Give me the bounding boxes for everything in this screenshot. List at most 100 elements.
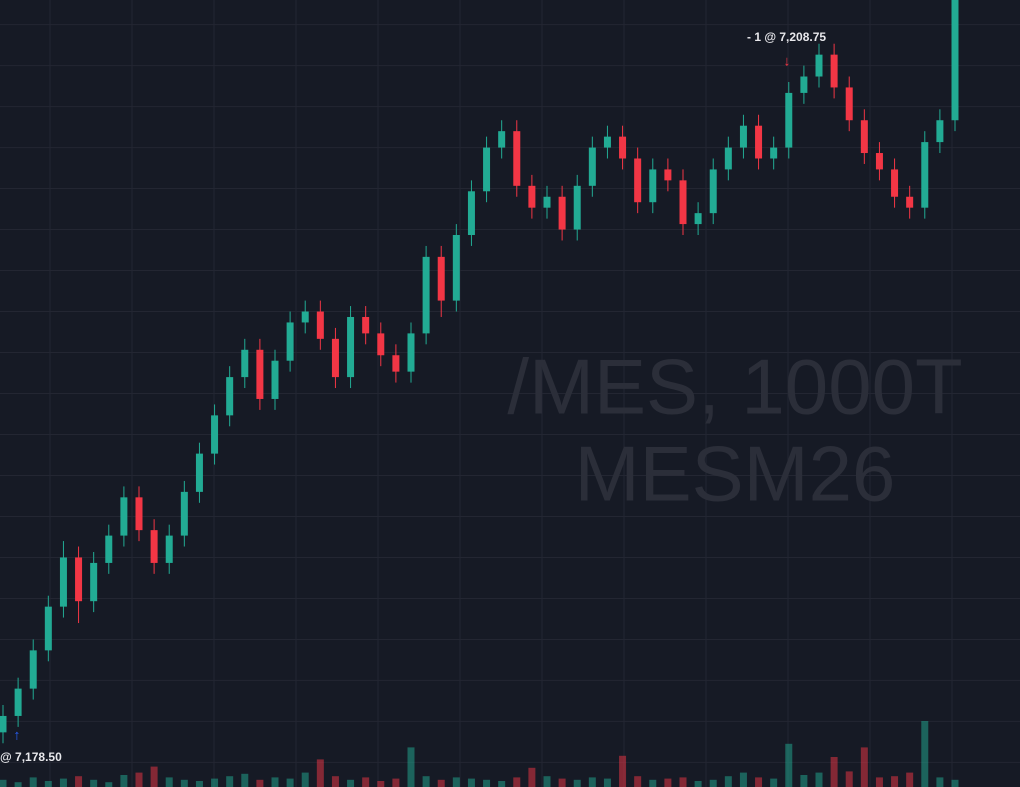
volume-bar [392,778,400,787]
volume-bar [316,759,324,787]
candle-body [135,497,143,531]
volume-bar [135,772,143,787]
candle-body [44,606,52,651]
candle-body [211,415,219,454]
volume-bar [301,772,309,787]
volume-bar [0,779,7,787]
candle-body [165,535,173,563]
volume-bar [331,776,339,787]
volume-bar [271,777,279,787]
candle-body [437,256,445,301]
candle-body [362,316,370,334]
volume-bar [437,779,445,787]
watermark-contract: MESM26 [575,430,896,518]
candle-body [951,0,959,121]
volume-bar [785,743,793,787]
candle-body [90,562,98,602]
candle-body [830,54,838,88]
candle-body [180,491,188,536]
volume-bar [860,747,868,787]
volume-bar [241,773,249,787]
candle-body [891,169,899,197]
volume-bar [90,779,98,787]
candle-body [936,120,944,143]
volume-bar [528,767,536,787]
volume-bar [347,779,355,787]
candle-body [483,147,491,192]
volume-bar [498,781,506,787]
candle-body [875,153,883,170]
volume-bar [709,779,717,787]
candle-body [573,185,581,230]
volume-bar [286,778,294,787]
candle-body [709,169,717,214]
sell-annotation: - 1 @ 7,208.75 [747,30,826,44]
volume-bar [226,776,234,787]
volume-bar [815,772,823,787]
candle-body [739,125,747,148]
candle-body [29,650,37,689]
volume-bar [770,778,778,787]
sell-arrow: ↓ [784,53,791,69]
candle-body [588,147,596,186]
volume-bar [755,777,763,787]
volume-bar [362,777,370,787]
candle-body [392,355,400,372]
candle-body [543,196,551,208]
volume-bar [619,755,627,787]
volume-bar [936,777,944,787]
volume-bar [165,777,173,787]
volume-bar [830,757,838,787]
candle-body [377,333,385,356]
volume-bar [422,776,430,787]
volume-bar [377,781,385,787]
volume-bar [573,779,581,787]
candle-body [845,87,853,121]
volume-bar [921,721,929,787]
volume-bar [694,781,702,787]
candle-body [679,180,687,225]
volume-bar [664,778,672,787]
candle-body [286,322,294,361]
candle-body [120,497,128,536]
candle-body [815,54,823,77]
volume-bar [513,777,521,787]
volume-bar [256,779,264,787]
candle-body [906,196,914,208]
candle-body [256,349,264,399]
watermark-symbol: /MES, 1000T [507,343,962,431]
candle-body [785,92,793,148]
buy-annotation: @ 7,178.50 [0,750,62,764]
candle-body [59,557,67,607]
volume-bar [951,779,959,787]
volume-bar [75,776,83,787]
candle-body [800,76,808,93]
candle-body [603,136,611,148]
volume-bar [558,778,566,787]
candle-body [150,530,158,563]
volume-bar [452,777,460,787]
candle-body [241,349,249,378]
candle-body [513,131,521,186]
volume-bar [14,782,22,787]
candle-body [452,235,460,301]
candle-body [619,136,627,159]
candle-body [331,338,339,378]
volume-bar [739,772,747,787]
candle-body [694,213,702,225]
candle-body [301,311,309,323]
volume-bar [543,776,551,787]
candle-body [75,557,83,602]
candle-body [634,158,642,203]
candle-body [724,147,732,170]
candle-body [347,316,355,378]
volume-bar [150,766,158,787]
candle-body [407,333,415,372]
candle-body [770,147,778,159]
volume-bar [467,778,475,787]
candles [0,0,959,744]
volume-bar [407,747,415,787]
candle-body [755,125,763,159]
volume-bar [875,777,883,787]
